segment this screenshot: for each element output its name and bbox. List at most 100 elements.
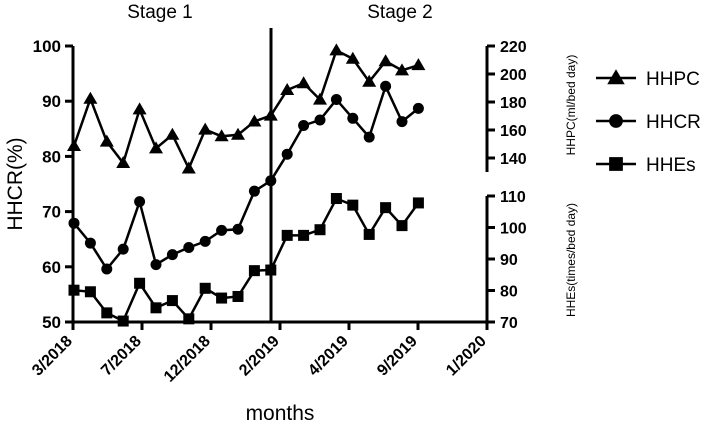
left-axis-tick-label: 100 (33, 37, 61, 56)
data-point-hhes (199, 282, 211, 294)
data-point-hhcr (68, 217, 80, 229)
data-point-hhpc (165, 127, 180, 140)
left-axis-tick-label: 50 (42, 313, 61, 332)
data-point-hhcr (330, 94, 342, 106)
labels: Stage 1 Stage 2 HHCR(%) HHPC(ml/bed day) HHE… (4, 2, 578, 425)
data-point-hhes (134, 277, 146, 289)
data-point-hhpc (149, 141, 163, 154)
data-point-hhpc (67, 138, 81, 151)
y-axis-left-title: HHCR(%) (4, 137, 27, 230)
right-top-axis-tick-label: 180 (500, 95, 527, 112)
data-point-hhpc (378, 54, 393, 67)
legend-marker (609, 157, 623, 171)
y-axis-right-bottom-title: HHEs(times/bed day) (564, 203, 578, 317)
right-top-axis-tick-label: 200 (500, 67, 527, 84)
data-point-hhcr (347, 112, 359, 124)
legend-label: HHPC (646, 69, 700, 90)
data-point-hhes (380, 202, 392, 214)
legend-label: HHEs (646, 155, 696, 176)
series-hhcr (68, 80, 424, 275)
data-point-hhcr (183, 241, 195, 253)
data-point-hhcr (84, 237, 96, 249)
data-point-hhes (117, 315, 129, 327)
data-point-hhpc (296, 76, 311, 89)
left-axis-tick-label: 90 (42, 92, 61, 111)
data-point-hhes (216, 292, 228, 304)
right-bottom-axis-tick-label: 100 (500, 221, 527, 238)
series-line-hhpc (72, 48, 419, 172)
data-point-hhpc (99, 134, 114, 147)
data-point-hhpc (231, 127, 245, 140)
right-top-axis-tick-label: 140 (500, 151, 527, 168)
data-point-hhes (281, 229, 293, 241)
data-point-hhes (232, 290, 244, 302)
data-point-hhcr (199, 235, 211, 247)
right-bottom-axis-tick-label: 80 (500, 284, 518, 301)
legend-label: HHCR (646, 112, 701, 133)
data-point-hhcr (117, 243, 129, 255)
x-axis-title: months (246, 402, 315, 425)
data-point-hhcr (265, 175, 277, 187)
series-hhes (68, 193, 424, 327)
data-point-hhes (248, 265, 260, 277)
data-point-hhcr (298, 119, 310, 131)
left-axis-tick-label: 80 (42, 147, 61, 166)
x-axis-tick-label: 1/2020 (443, 333, 490, 380)
data-point-hhcr (281, 148, 293, 160)
data-point-hhes (265, 264, 277, 276)
stage-label: Stage 1 (127, 2, 193, 23)
x-axis-tick-label: 9/2019 (374, 333, 421, 380)
data-point-hhcr (314, 114, 326, 126)
data-point-hhpc (313, 92, 327, 105)
data-point-hhes (396, 220, 408, 232)
data-point-hhpc (280, 82, 295, 95)
series-line-hhcr (73, 82, 420, 272)
data-point-hhcr (166, 249, 178, 261)
data-point-hhpc (116, 156, 131, 169)
data-point-hhpc (263, 108, 278, 121)
data-point-hhes (68, 284, 80, 296)
data-point-hhcr (363, 131, 375, 143)
series (67, 43, 426, 327)
data-point-hhpc (181, 161, 196, 174)
data-point-hhcr (412, 102, 424, 114)
data-point-hhcr (232, 223, 244, 235)
x-axis-tick-label: 7/2018 (98, 333, 145, 380)
data-point-hhes (412, 197, 424, 209)
series-hhpc (67, 43, 426, 174)
data-point-hhpc (329, 43, 344, 56)
data-point-hhpc (395, 63, 409, 76)
data-point-hhpc (362, 74, 377, 87)
data-point-hhes (314, 224, 326, 236)
legend-marker (609, 114, 623, 128)
y-axis-right-top-title: HHPC(ml/bed day) (564, 55, 578, 156)
data-point-hhcr (134, 196, 146, 208)
data-point-hhpc (214, 129, 229, 142)
data-point-hhes (363, 228, 375, 240)
data-point-hhes (150, 302, 162, 314)
data-point-hhes (330, 193, 342, 205)
legend-item-hhcr: HHCR (596, 112, 701, 133)
x-axis-tick-label: 12/2018 (161, 333, 214, 386)
data-point-hhcr (380, 80, 392, 92)
right-bottom-axis-tick-label: 70 (500, 315, 518, 332)
series-line-hhes (73, 196, 420, 323)
stage-label: Stage 2 (367, 2, 433, 23)
data-point-hhes (166, 295, 178, 307)
data-point-hhpc (198, 122, 213, 135)
data-point-hhcr (150, 259, 162, 271)
data-point-hhes (347, 199, 359, 211)
legend-marker (607, 69, 625, 85)
data-point-hhpc (83, 91, 98, 104)
data-point-hhcr (396, 116, 408, 128)
x-axis-tick-label: 3/2018 (29, 333, 76, 380)
data-point-hhpc (247, 114, 262, 127)
data-point-hhes (84, 286, 96, 298)
legend-item-hhpc: HHPC (596, 69, 700, 90)
x-axis-tick-label: 2/2019 (236, 333, 283, 380)
data-point-hhcr (101, 263, 113, 275)
x-axis-tick-label: 4/2019 (305, 333, 352, 380)
left-axis-tick-label: 70 (42, 203, 61, 222)
axes: 50 60 70 80 90 100 3/2018 7/2018 12/2018 2/2019 4/… (29, 37, 527, 386)
